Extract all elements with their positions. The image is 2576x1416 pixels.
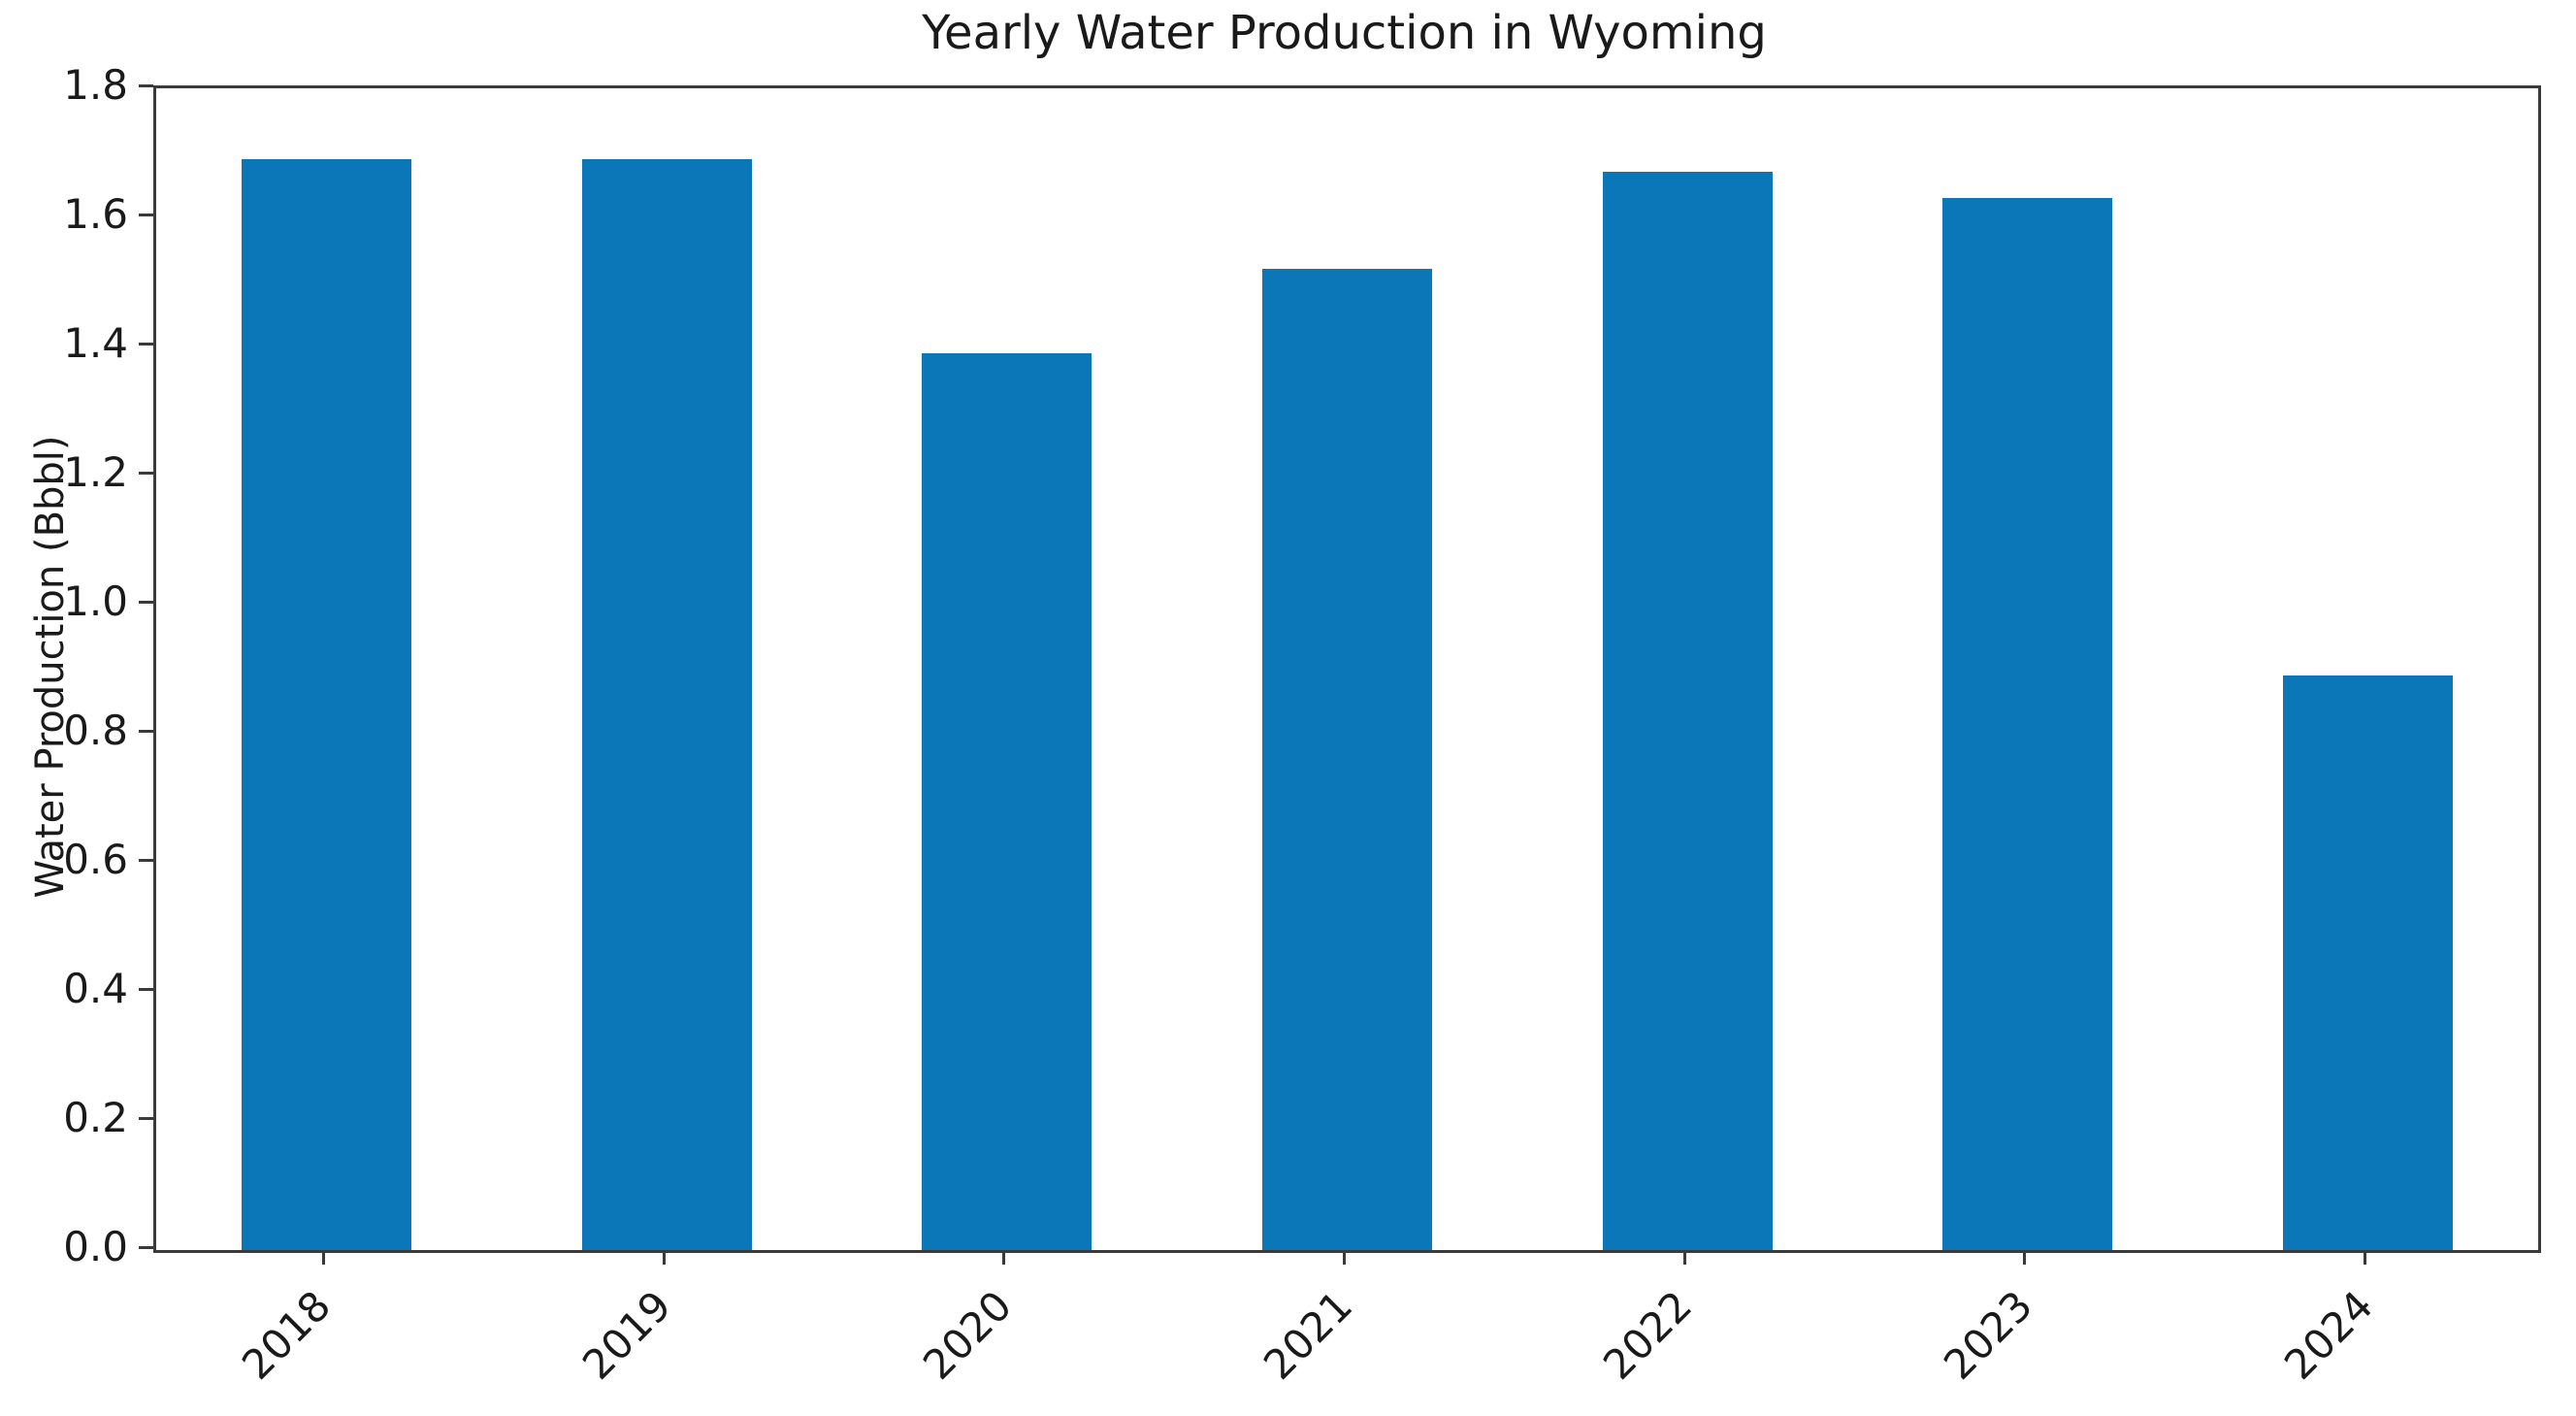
x-tick-mark xyxy=(321,1250,325,1265)
bar-2021 xyxy=(1262,269,1432,1250)
y-tick-mark xyxy=(139,83,153,87)
y-tick-label: 0.2 xyxy=(63,1094,128,1141)
y-tick-mark xyxy=(139,471,153,475)
x-tick-label: 2019 xyxy=(573,1281,681,1389)
x-tick-mark xyxy=(2023,1250,2027,1265)
bar-2024 xyxy=(2283,675,2453,1250)
x-tick-mark xyxy=(1682,1250,1686,1265)
y-tick-mark xyxy=(139,213,153,216)
bar-2022 xyxy=(1603,172,1773,1250)
x-tick-mark xyxy=(662,1250,666,1265)
y-tick-mark xyxy=(139,600,153,604)
x-tick-mark xyxy=(1002,1250,1006,1265)
y-tick-mark xyxy=(139,858,153,862)
y-tick-mark xyxy=(139,729,153,733)
y-tick-mark xyxy=(139,1116,153,1120)
y-tick-label: 1.2 xyxy=(63,448,128,496)
bar-2019 xyxy=(582,159,752,1250)
y-tick-label: 0.4 xyxy=(63,965,128,1012)
bar-2018 xyxy=(242,159,411,1250)
x-tick-mark xyxy=(2364,1250,2367,1265)
y-tick-label: 1.6 xyxy=(63,190,128,238)
y-tick-label: 1.0 xyxy=(63,577,128,625)
y-tick-label: 0.0 xyxy=(63,1223,128,1270)
plot-area xyxy=(153,85,2541,1253)
y-tick-label: 1.4 xyxy=(63,319,128,367)
y-tick-mark xyxy=(139,342,153,346)
y-axis-label: Water Production (Bbbl) xyxy=(28,434,73,899)
bar-2020 xyxy=(922,353,1092,1250)
y-tick-label: 1.8 xyxy=(63,61,128,109)
x-tick-mark xyxy=(1343,1250,1346,1265)
y-tick-mark xyxy=(139,987,153,991)
bar-2023 xyxy=(1942,198,2112,1250)
y-tick-mark xyxy=(139,1245,153,1249)
x-tick-label: 2024 xyxy=(2274,1281,2382,1389)
y-tick-label: 0.6 xyxy=(63,836,128,883)
chart-title: Yearly Water Production in Wyoming xyxy=(922,6,1767,60)
x-tick-label: 2023 xyxy=(1934,1281,2042,1389)
x-tick-label: 2021 xyxy=(1254,1281,1361,1389)
x-tick-label: 2020 xyxy=(913,1281,1022,1389)
x-tick-label: 2022 xyxy=(1594,1281,1702,1389)
y-tick-label: 0.8 xyxy=(63,707,128,754)
